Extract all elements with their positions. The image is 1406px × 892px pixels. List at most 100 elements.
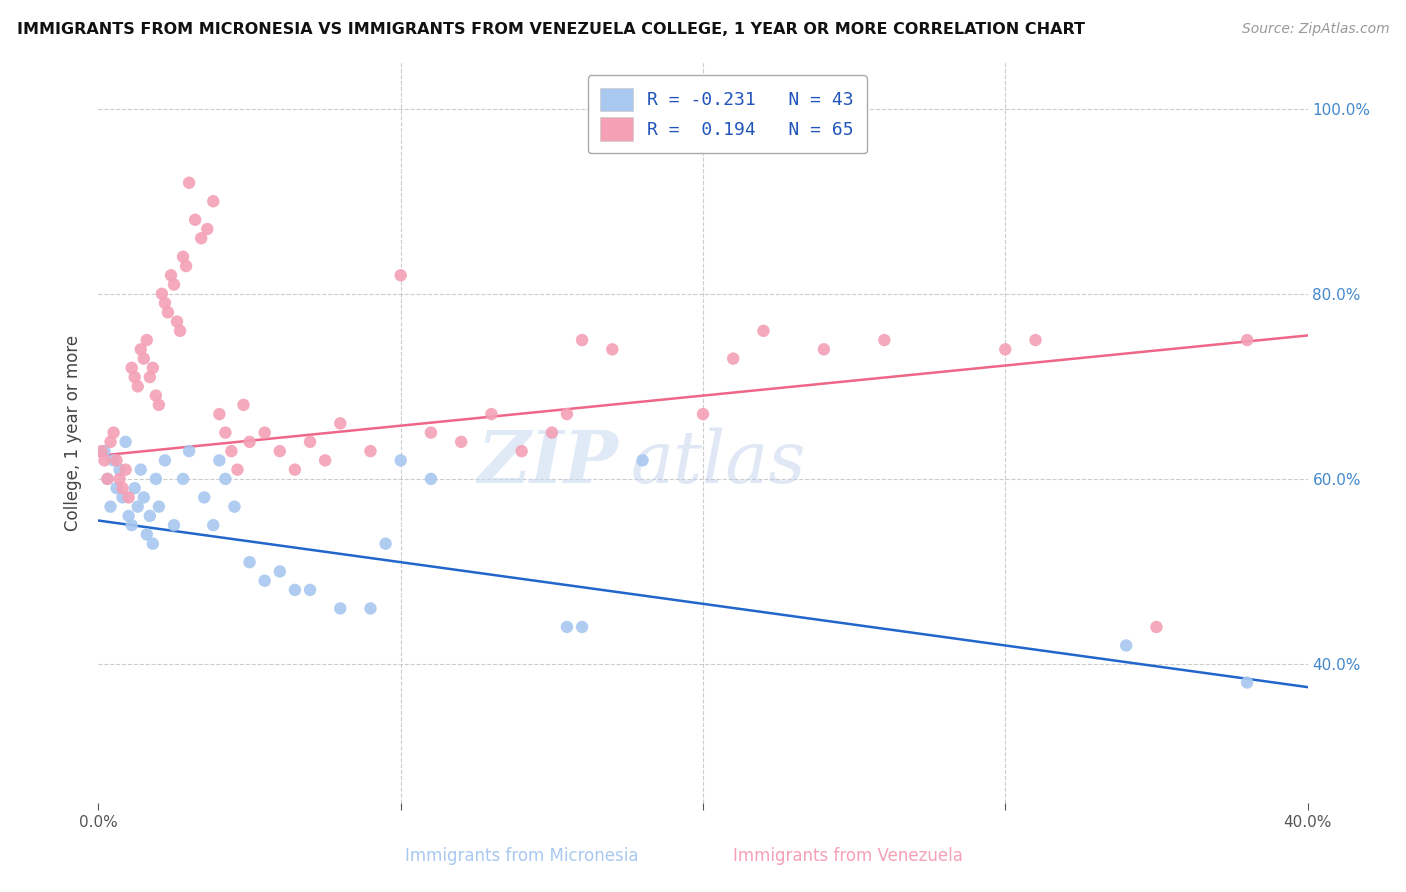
Point xyxy=(139,370,162,384)
Point xyxy=(873,333,896,347)
Point xyxy=(145,472,167,486)
Point xyxy=(1024,333,1046,347)
Point xyxy=(156,305,179,319)
Point xyxy=(602,343,624,357)
Point xyxy=(571,620,593,634)
Point xyxy=(135,527,157,541)
Y-axis label: College, 1 year or more: College, 1 year or more xyxy=(65,334,83,531)
Point xyxy=(129,343,152,357)
Point xyxy=(329,417,352,431)
Point xyxy=(1144,620,1167,634)
Point xyxy=(555,620,578,634)
Point xyxy=(111,491,134,505)
Text: atlas: atlas xyxy=(630,427,806,498)
Point xyxy=(108,472,131,486)
Point xyxy=(314,453,336,467)
Point xyxy=(105,481,128,495)
Point xyxy=(169,324,191,338)
Point xyxy=(195,222,218,236)
Point xyxy=(214,472,236,486)
Point xyxy=(253,574,276,588)
Point xyxy=(114,462,136,476)
Point xyxy=(121,360,143,375)
Point xyxy=(723,351,745,366)
Point xyxy=(129,462,152,476)
Point xyxy=(172,472,194,486)
Point xyxy=(103,453,125,467)
Point xyxy=(1236,333,1258,347)
Point xyxy=(481,407,503,421)
Point xyxy=(555,407,578,421)
Point xyxy=(299,582,322,597)
Point xyxy=(108,462,131,476)
Point xyxy=(124,481,146,495)
Point xyxy=(118,491,141,505)
Point xyxy=(226,462,249,476)
Point xyxy=(118,508,141,523)
Point xyxy=(114,434,136,449)
Point xyxy=(111,481,134,495)
Point xyxy=(100,434,122,449)
Point xyxy=(96,472,118,486)
Point xyxy=(994,343,1017,357)
Point xyxy=(269,444,291,458)
Text: Immigrants from Micronesia: Immigrants from Micronesia xyxy=(405,847,638,865)
Point xyxy=(90,444,112,458)
Point xyxy=(193,491,215,505)
Point xyxy=(389,453,412,467)
Point xyxy=(631,453,654,467)
Point xyxy=(284,582,307,597)
Point xyxy=(100,500,122,514)
Point xyxy=(105,453,128,467)
Point xyxy=(93,453,115,467)
Point xyxy=(239,434,262,449)
Point xyxy=(450,434,472,449)
Point xyxy=(127,379,149,393)
Point xyxy=(420,425,443,440)
Point xyxy=(142,536,165,550)
Point xyxy=(224,500,246,514)
Point xyxy=(269,565,291,579)
Point xyxy=(132,491,155,505)
Point xyxy=(239,555,262,569)
Point xyxy=(160,268,183,283)
Point xyxy=(184,212,207,227)
Point xyxy=(752,324,775,338)
Point xyxy=(132,351,155,366)
Point xyxy=(692,407,714,421)
Point xyxy=(153,296,176,310)
Point xyxy=(299,434,322,449)
Legend: R = -0.231   N = 43, R =  0.194   N = 65: R = -0.231 N = 43, R = 0.194 N = 65 xyxy=(588,75,866,153)
Point xyxy=(360,444,382,458)
Text: IMMIGRANTS FROM MICRONESIA VS IMMIGRANTS FROM VENEZUELA COLLEGE, 1 YEAR OR MORE : IMMIGRANTS FROM MICRONESIA VS IMMIGRANTS… xyxy=(17,22,1085,37)
Point xyxy=(202,518,225,533)
Point xyxy=(142,360,165,375)
Point xyxy=(329,601,352,615)
Point xyxy=(121,518,143,533)
Point xyxy=(166,315,188,329)
Point xyxy=(148,398,170,412)
Point xyxy=(127,500,149,514)
Point xyxy=(163,518,186,533)
Point xyxy=(145,389,167,403)
Point xyxy=(174,259,197,273)
Point xyxy=(179,176,201,190)
Point xyxy=(153,453,176,467)
Point xyxy=(214,425,236,440)
Point xyxy=(571,333,593,347)
Point xyxy=(208,453,231,467)
Point xyxy=(284,462,307,476)
Point xyxy=(163,277,186,292)
Point xyxy=(813,343,835,357)
Point xyxy=(150,286,173,301)
Point xyxy=(208,407,231,421)
Point xyxy=(360,601,382,615)
Point xyxy=(172,250,194,264)
Point xyxy=(202,194,225,209)
Point xyxy=(103,425,125,440)
Point xyxy=(139,508,162,523)
Point xyxy=(374,536,396,550)
Point xyxy=(179,444,201,458)
Point xyxy=(1236,675,1258,690)
Text: Immigrants from Venezuela: Immigrants from Venezuela xyxy=(733,847,963,865)
